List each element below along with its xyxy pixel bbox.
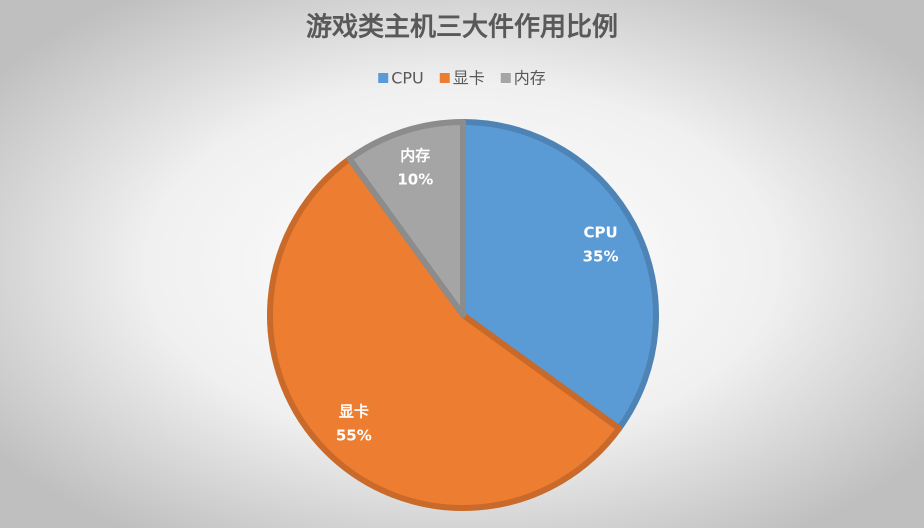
legend-label: CPU [391, 69, 424, 88]
slice-category-label: CPU [583, 223, 617, 241]
legend-label: 显卡 [453, 69, 485, 88]
pie [267, 119, 659, 511]
pie-slice [346, 119, 466, 318]
slice-category-label: 内存 [400, 147, 430, 165]
legend-label: 内存 [514, 69, 546, 88]
slice-value-label: 10% [397, 171, 433, 189]
slice-value-label: 35% [583, 247, 619, 265]
legend-swatch [500, 73, 511, 83]
legend-swatch [378, 73, 389, 83]
legend-swatch [439, 73, 450, 83]
slice-category-label: 显卡 [339, 403, 369, 421]
chart-title: 游戏类主机三大件作用比例 [306, 13, 618, 43]
pie-slice [460, 119, 659, 432]
data-labels: CPU 35% 显卡 55% 内存 10% [336, 147, 619, 445]
slice-value-label: 55% [336, 427, 372, 445]
pie-slice [267, 155, 623, 511]
legend: CPU 显卡 内存 [378, 69, 546, 88]
